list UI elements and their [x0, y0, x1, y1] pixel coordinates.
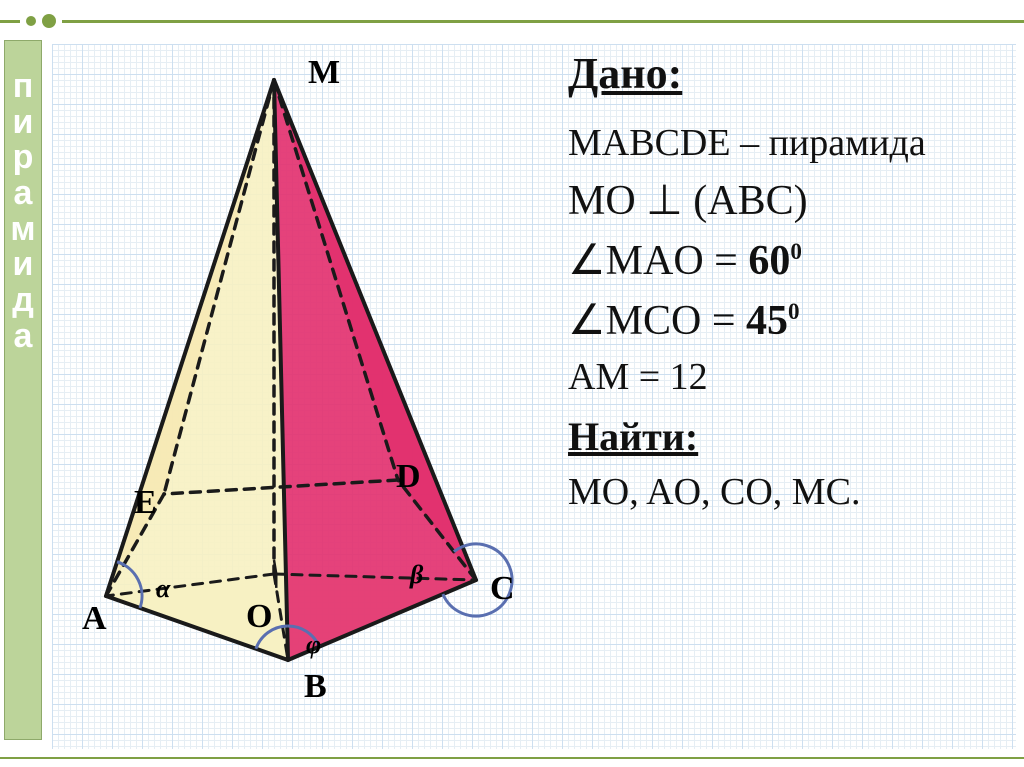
given-am: AM = 12 — [568, 355, 998, 399]
angle-label-alpha: α — [156, 574, 170, 604]
angle1-prefix: ∠MAO = — [568, 238, 748, 284]
find-title: Найти: — [568, 413, 998, 460]
vertex-label-B: B — [304, 668, 327, 706]
angle1-val: 60 — [748, 238, 790, 284]
vertex-label-M: M — [308, 54, 340, 92]
given-perp: MO ⊥ (ABC) — [568, 175, 998, 225]
angle2-val: 45 — [746, 298, 788, 344]
top-rule-main — [62, 20, 1024, 23]
decor-dot-icon — [26, 16, 36, 26]
bottom-rule — [0, 757, 1024, 759]
top-rule-left — [0, 20, 20, 23]
pyramid-svg — [78, 40, 538, 700]
vertex-label-C: C — [490, 570, 515, 608]
find-items: MO, AO, CO, MC. — [568, 470, 998, 514]
given-panel: Дано: MABCDE – пирамида MO ⊥ (ABC) ∠MAO … — [568, 48, 998, 524]
vertex-label-A: A — [82, 600, 107, 638]
angle1-sup: 0 — [790, 238, 802, 264]
angle2-prefix: ∠MCO = — [568, 298, 746, 344]
angle-label-phi: φ — [306, 630, 321, 660]
given-shape: MABCDE – пирамида — [568, 121, 998, 165]
angle2-sup: 0 — [788, 298, 800, 324]
top-decor-bar — [0, 10, 1024, 32]
slide-root: пирамида M A B C D E Oα β φ Дано: MABCDE – пирам… — [0, 0, 1024, 767]
angle-label-beta: β — [410, 560, 423, 590]
vertex-label-O: O — [246, 598, 272, 636]
decor-dot-icon — [42, 14, 56, 28]
vertex-label-D: D — [396, 458, 421, 496]
given-angle-2: ∠MCO = 450 — [568, 295, 998, 345]
vertex-label-E: E — [134, 484, 157, 522]
given-angle-1: ∠MAO = 600 — [568, 235, 998, 285]
sidebar-title: пирамида — [4, 40, 42, 740]
pyramid-diagram: MABCDEOαβφ — [78, 40, 538, 700]
given-title: Дано: — [568, 48, 998, 99]
bottom-decor-bar — [0, 756, 1024, 759]
